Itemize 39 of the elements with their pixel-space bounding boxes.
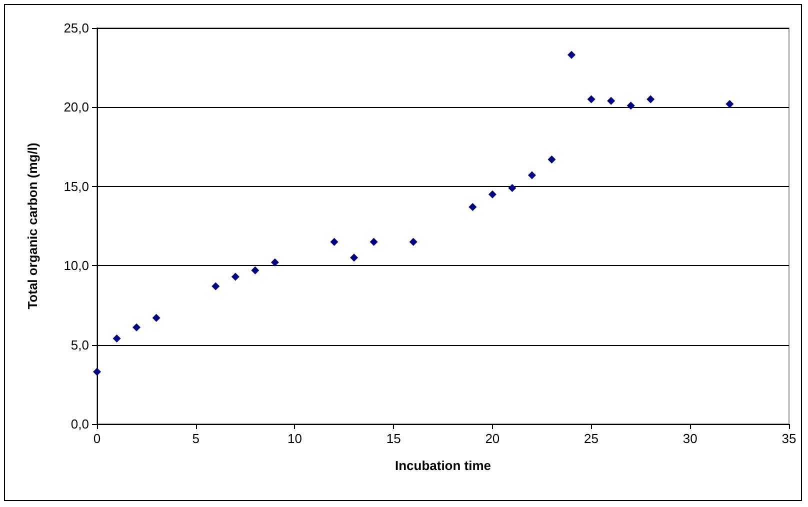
y-tick-label: 0,0	[70, 416, 89, 432]
point	[548, 155, 556, 164]
y-tick-label: 25,0	[64, 20, 89, 36]
point	[212, 282, 220, 290]
point	[726, 100, 734, 108]
point	[468, 202, 477, 211]
point	[587, 95, 596, 104]
x-tick-label: 10	[287, 431, 302, 446]
point	[508, 184, 516, 192]
y-tick-label: 10,0	[64, 258, 89, 274]
point	[488, 190, 496, 198]
point	[270, 258, 279, 266]
point	[646, 95, 655, 104]
x-tick-label: 20	[485, 431, 500, 446]
point	[152, 314, 160, 322]
x-tick-label: 15	[386, 431, 401, 446]
point	[626, 102, 635, 110]
x-tick-label: 30	[682, 431, 698, 446]
point	[231, 272, 240, 281]
point	[251, 266, 260, 274]
point	[330, 238, 338, 246]
point	[350, 254, 358, 262]
y-tick-label: 15,0	[64, 178, 89, 194]
x-tick-label: 5	[192, 431, 200, 446]
point	[370, 238, 378, 246]
point	[112, 334, 121, 342]
point	[568, 50, 576, 59]
point	[607, 96, 616, 105]
y-tick-label: 20,0	[64, 100, 89, 115]
point	[132, 323, 141, 332]
x-tick-label: 25	[584, 431, 599, 446]
y-tick-label: 5,0	[70, 337, 89, 352]
point	[528, 171, 536, 180]
point	[93, 368, 101, 376]
y-axis-title: Total organic carbon (mg/l)	[25, 142, 40, 310]
x-tick-label: 35	[782, 431, 796, 446]
x-tick-label: 0	[93, 431, 101, 446]
point	[409, 238, 418, 246]
x-axis-title: Incubation time	[394, 458, 492, 473]
